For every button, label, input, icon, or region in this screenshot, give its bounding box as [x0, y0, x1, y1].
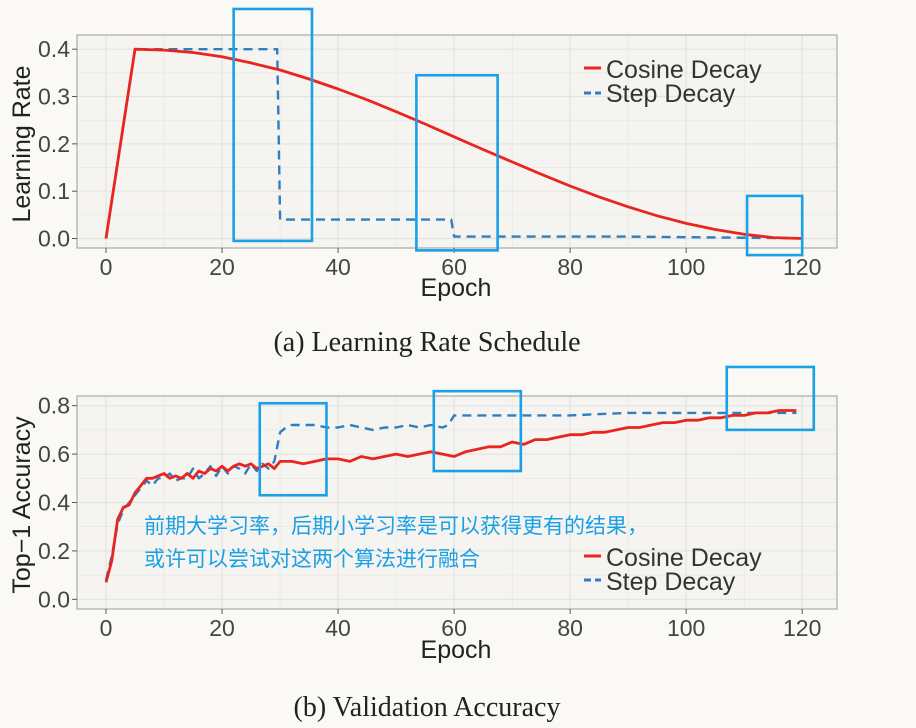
- x-tick-label-a-1: 20: [209, 254, 235, 280]
- caption-a: (a) Learning Rate Schedule: [273, 327, 580, 358]
- y-tick-label-b-4: 0.8: [38, 393, 70, 419]
- x-tick-label-b-0: 0: [100, 615, 113, 641]
- highlight-box-b-0: [258, 401, 328, 497]
- tick-labels-a: 0 20 40 60 80 100 120 0.0 0.1 0.2 0.3 0.4: [38, 36, 821, 280]
- validation-accuracy-chart: 0 20 40 60 80 100 120 0.0 0.2 0.4 0.6 0.8 前期大学习率，后期…: [8, 365, 838, 723]
- y-tick-label-b-3: 0.6: [38, 441, 70, 467]
- tick-labels-b: 0 20 40 60 80 100 120 0.0 0.2 0.4 0.6 0.8: [38, 393, 821, 641]
- legend-a: Cosine Decay Step Decay: [584, 56, 762, 108]
- series-line-a-cosine: [104, 47, 803, 240]
- legend-b-step-label: Step Decay: [606, 568, 736, 596]
- x-tick-label-a-6: 120: [783, 254, 821, 280]
- legend-b-cosine-label: Cosine Decay: [606, 544, 762, 572]
- y-tick-label-b-1: 0.2: [38, 538, 70, 564]
- x-tick-label-a-2: 40: [325, 254, 351, 280]
- series-line-b-cosine: [104, 409, 797, 583]
- highlight-box-a-2: [745, 194, 804, 257]
- plot-border-a: [76, 34, 838, 249]
- caption-b: (b) Validation Accuracy: [294, 692, 561, 723]
- series-layer-b: [104, 409, 797, 583]
- y-tick-label-a-0: 0.0: [38, 226, 70, 252]
- highlight-box-b-1: [432, 389, 523, 473]
- x-axis-label-b: Epoch: [421, 636, 492, 664]
- axis-frame-b: [72, 395, 838, 614]
- y-axis-label-b: Top−1 Accuracy: [8, 416, 36, 594]
- annotation-line-2: 或许可以尝试对这两个算法进行融合: [144, 548, 480, 571]
- y-tick-label-a-2: 0.2: [38, 131, 70, 157]
- y-tick-label-a-3: 0.3: [38, 84, 70, 110]
- x-axis-label-a: Epoch: [421, 274, 492, 302]
- x-tick-label-b-2: 40: [325, 615, 351, 641]
- legend-a-cosine-label: Cosine Decay: [606, 56, 762, 84]
- x-tick-label-b-5: 100: [667, 615, 705, 641]
- legend-b: Cosine Decay Step Decay: [584, 544, 762, 596]
- x-tick-label-b-6: 120: [783, 615, 821, 641]
- annotation-text: 前期大学习率，后期小学习率是可以获得更有的结果， 或许可以尝试对这两个算法进行融…: [144, 515, 648, 571]
- highlight-box-a-0: [232, 7, 314, 243]
- x-tick-label-a-3: 60: [441, 254, 467, 280]
- y-axis-label-a: Learning Rate: [8, 65, 36, 222]
- grid-a: [77, 35, 837, 248]
- y-tick-label-b-2: 0.4: [38, 490, 70, 516]
- plot-area-a: [77, 35, 837, 248]
- x-tick-label-a-4: 80: [557, 254, 583, 280]
- annotation-line-1: 前期大学习率，后期小学习率是可以获得更有的结果，: [144, 515, 648, 538]
- legend-a-step-label: Step Decay: [606, 80, 736, 108]
- learning-rate-chart: 0 20 40 60 80 100 120 0.0 0.1 0.2 0.3 0.4 Cosine De…: [8, 7, 838, 358]
- x-tick-label-b-1: 20: [209, 615, 235, 641]
- highlight-boxes-a: [232, 7, 804, 257]
- highlight-boxes-b: [258, 365, 816, 497]
- x-tick-label-a-0: 0: [100, 254, 113, 280]
- x-tick-label-b-3: 60: [441, 615, 467, 641]
- y-tick-label-a-1: 0.1: [38, 178, 70, 204]
- highlight-box-a-1: [415, 73, 499, 252]
- y-tick-label-a-4: 0.4: [38, 36, 70, 62]
- x-tick-label-a-5: 100: [667, 254, 705, 280]
- series-layer-a: [104, 47, 803, 240]
- x-tick-label-b-4: 80: [557, 615, 583, 641]
- y-tick-label-b-0: 0.0: [38, 586, 70, 612]
- axis-frame-a: [72, 34, 838, 253]
- highlight-box-b-2: [725, 365, 816, 432]
